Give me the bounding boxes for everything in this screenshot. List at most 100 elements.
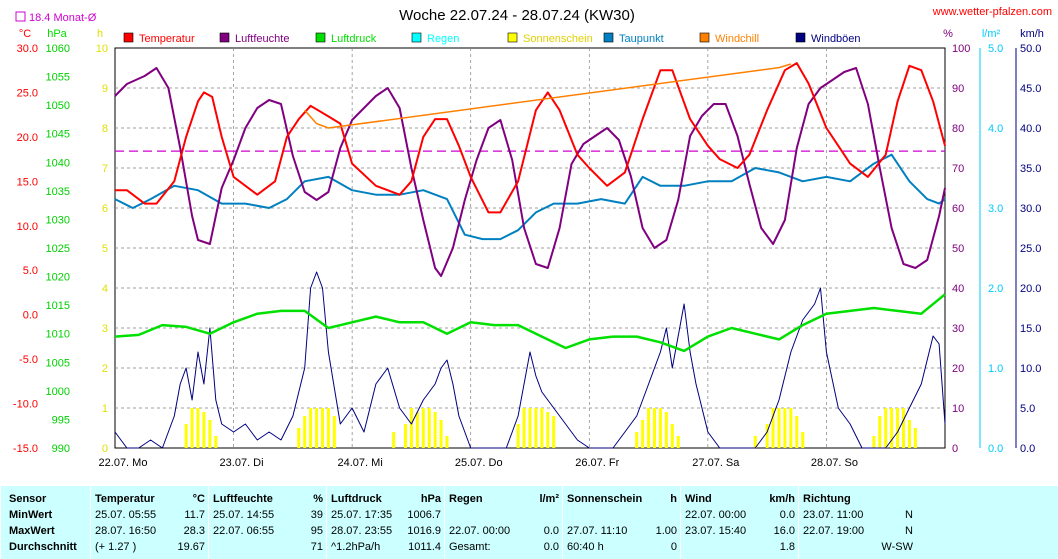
sunshine-bar [801, 432, 805, 448]
tick-label-sunshine: 2 [102, 363, 108, 375]
sunshine-bar [896, 408, 900, 448]
tick-label-wind: 15.0 [1020, 323, 1041, 335]
stats-cell-value: 11.7 [184, 509, 205, 521]
tick-label-sunshine: 8 [102, 123, 108, 135]
sunshine-bar [297, 428, 301, 448]
stats-header-label: Sonnenschein [567, 493, 643, 505]
tick-label-sunshine: 9 [102, 83, 108, 95]
sunshine-bar [409, 408, 413, 448]
legend-label: Luftfeuchte [235, 33, 289, 45]
tick-label-wind: 0.0 [1020, 443, 1035, 455]
legend-swatch [219, 32, 230, 43]
sunshine-bar [332, 416, 336, 448]
stats-cell-value: 0.0 [543, 541, 559, 553]
tick-label-rain: 5.0 [988, 43, 1003, 55]
tick-label-sunshine: 10 [96, 43, 108, 55]
temperature-line [115, 62, 946, 214]
sunshine-bar [427, 408, 431, 448]
month-avg-label: 18.4 Monat-Ø [29, 12, 97, 24]
stats-header-value: km/h [769, 493, 795, 505]
windchill-line [304, 63, 792, 129]
legend-label: Windchill [715, 33, 759, 45]
tick-label-pressure: 1010 [46, 329, 70, 341]
stats-table: Sensor MinWert MaxWert Durchschnitt Temp… [0, 486, 1058, 559]
sunshine-bar [184, 424, 188, 448]
legend: Temperatur Luftfeuchte Luftdruck Regen Sonne… [123, 32, 861, 45]
stats-cell-label: ^1.2hPa/h [331, 541, 381, 553]
tick-label-wind: 45.0 [1020, 83, 1041, 95]
sunshine-bar [872, 436, 876, 448]
sunshine-bar [196, 408, 200, 448]
tick-label-pressure: 1000 [46, 386, 70, 398]
sunshine-bar [522, 408, 526, 448]
stats-cell-value: 1016.9 [407, 525, 441, 537]
tick-label-wind: 30.0 [1020, 203, 1041, 215]
tick-label-sunshine: 1 [102, 403, 108, 415]
tick-label-pressure: 1020 [46, 272, 70, 284]
sunshine-bar [647, 408, 651, 448]
legend-label: Windböen [811, 33, 861, 45]
tick-label-pressure: 1030 [46, 214, 70, 226]
tick-label-humidity: 70 [952, 163, 964, 175]
unit-sunshine: h [97, 28, 103, 40]
stats-cell-label: 25.07. 05:55 [95, 509, 157, 521]
sunshine-bar [658, 408, 662, 448]
stats-cell-value: N [905, 525, 913, 537]
tick-label-sunshine: 7 [102, 163, 108, 175]
stats-column-luftdruck: Luftdruck hPa 25.07. 17:35 1006.7 28.07. 23:… [326, 486, 445, 559]
sunshine-bar [777, 408, 781, 448]
legend-label: Temperatur [139, 33, 195, 45]
tick-label-temperature: 15.0 [17, 176, 38, 188]
chart-title: Woche 22.07.24 - 28.07.24 (KW30) [399, 7, 635, 24]
stats-cell-label: 23.07. 11:00 [803, 509, 864, 521]
tick-label-pressure: 990 [52, 443, 70, 455]
tick-label-rain: 4.0 [988, 123, 1003, 135]
sunshine-bar [913, 428, 917, 448]
stats-header-label: Luftfeuchte [213, 493, 273, 505]
sunshine-bar [795, 416, 799, 448]
stats-header-label: Wind [685, 493, 712, 505]
tick-label-humidity: 80 [952, 123, 964, 135]
stats-column-temperatur: Temperatur °C 25.07. 05:55 11.7 28.07. 16:50… [90, 486, 209, 559]
tick-label-temperature: 0.0 [23, 310, 38, 322]
stats-cell-label: 28.07. 16:50 [95, 525, 157, 537]
sunshine-bar [771, 408, 775, 448]
sunshine-bar [546, 412, 550, 448]
stats-row-label: MaxWert [9, 525, 55, 537]
stats-cell-label: (+ 1.27 ) [95, 541, 137, 553]
tick-label-sunshine: 4 [102, 283, 108, 295]
tick-label-temperature: 5.0 [23, 265, 38, 277]
stats-header-label: Regen [449, 493, 483, 505]
sunshine-bar [202, 412, 206, 448]
stats-cell-value: W-SW [881, 541, 913, 553]
gust-line [114, 271, 946, 449]
sunshine-bar [753, 436, 757, 448]
tick-label-pressure: 1055 [46, 72, 70, 84]
pressure-line [114, 293, 946, 353]
unit-temperature: °C [19, 28, 31, 40]
tick-label-pressure: 1060 [46, 43, 70, 55]
dewpoint-line [114, 153, 946, 241]
tick-label-wind: 50.0 [1020, 43, 1041, 55]
tick-label-pressure: 995 [52, 414, 70, 426]
sunshine-bar [653, 408, 656, 448]
tick-label-wind: 5.0 [1020, 403, 1035, 415]
tick-label-temperature: 25.0 [17, 87, 38, 99]
website-label: www.wetter-pfalzen.com [932, 6, 1052, 18]
sunshine-bar [326, 408, 330, 448]
legend-swatch [411, 32, 422, 43]
tick-label-humidity: 10 [952, 403, 964, 415]
sunshine-bar [392, 432, 396, 448]
tick-label-rain: 3.0 [988, 203, 1003, 215]
sunshine-bar [765, 424, 769, 448]
sunshine-bar [516, 424, 520, 448]
stats-header-value: hPa [420, 493, 441, 505]
sunshine-bar [664, 412, 668, 448]
stats-cell-label: 22.07. 00:00 [685, 509, 747, 521]
sunshine-bar [670, 424, 674, 448]
stats-cell-value: 16.0 [773, 525, 795, 537]
sunshine-bar [445, 436, 449, 448]
stats-cell-label: 25.07. 14:55 [213, 509, 275, 521]
stats-header-label: Richtung [803, 493, 851, 505]
stats-header-label: Luftdruck [331, 493, 382, 505]
